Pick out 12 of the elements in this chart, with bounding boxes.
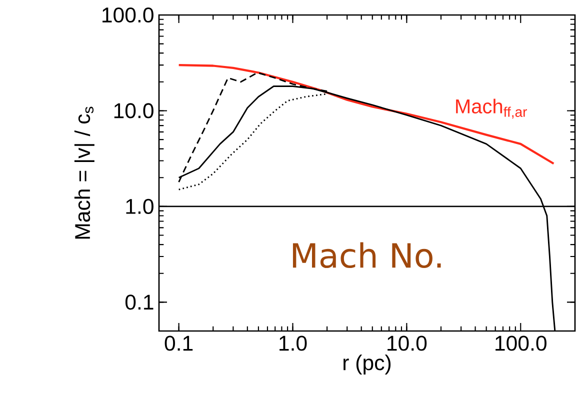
y-tick-label: 1.0 [126,198,154,214]
x-axis-title: r (pc) [344,354,391,375]
series-label: Mach$_{ff,ar}$ [456,98,527,119]
y-tick-label: 100.0 [102,7,154,23]
y-tick-label: 0.1 [125,294,154,310]
y-axis-title: Mach = |v| / c$_{s}$ [74,106,94,239]
x-tick-label: 0.1 [164,336,193,351]
x-tick-label: 100.0 [496,336,546,351]
annotation: Mach No. [292,242,441,268]
x-tick-label: 10.0 [388,336,427,351]
x-tick-label: 1.0 [280,336,307,351]
y-tick-label: 10.0 [114,103,154,118]
